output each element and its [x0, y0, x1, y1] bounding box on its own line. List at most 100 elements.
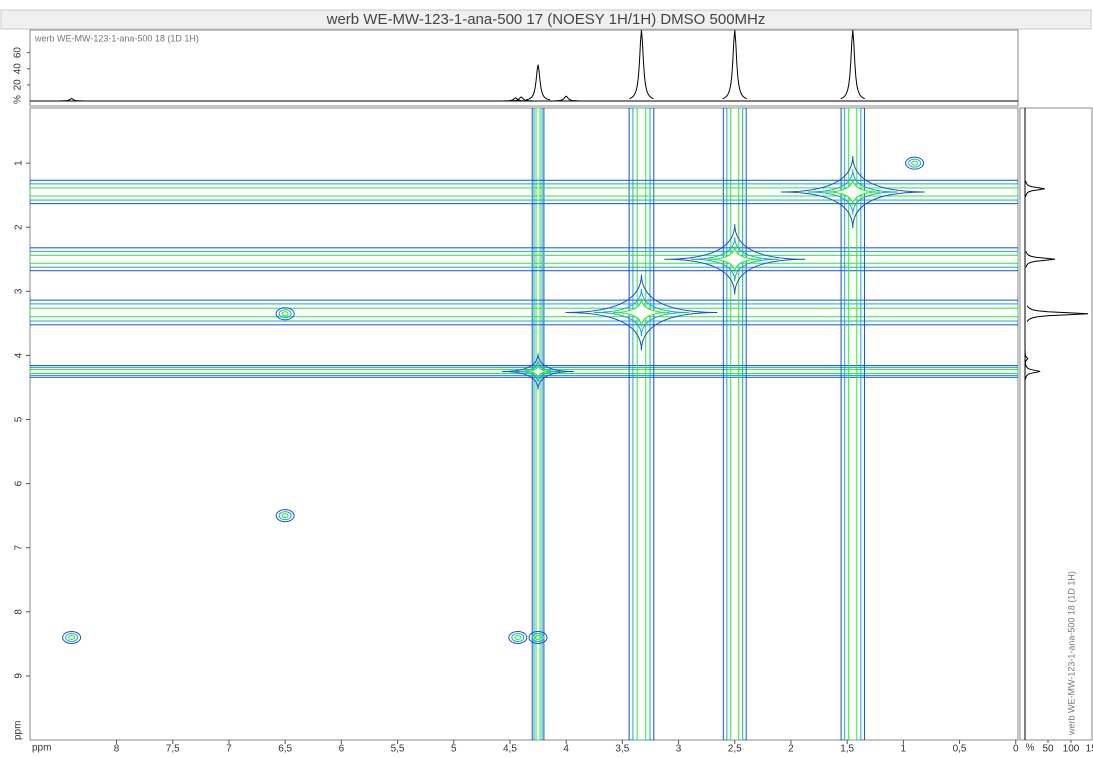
x-tick-label: 6,5	[278, 744, 292, 755]
vertical-ridge	[531, 108, 545, 740]
horizontal-ridge	[30, 365, 1018, 378]
cross-peak	[275, 307, 295, 321]
x-tick-label: 4	[563, 744, 569, 755]
cross-peak	[508, 630, 528, 644]
y-tick-label: 9	[14, 673, 25, 679]
top-peak	[554, 95, 579, 102]
top-axis-label: %	[13, 95, 24, 104]
cross-peak	[278, 511, 292, 521]
cross-peak	[908, 158, 922, 168]
cross-peak	[911, 160, 919, 166]
vertical-ridge	[632, 108, 651, 740]
vertical-ridge	[726, 108, 744, 740]
x-tick-label: 5	[451, 744, 457, 755]
y-axis-label: ppm	[13, 721, 24, 740]
x-tick-label: 2	[788, 744, 794, 755]
vertical-ridge	[840, 108, 865, 740]
y-tick-label: 5	[14, 416, 25, 422]
diagonal-peak	[502, 353, 575, 390]
diagonal-peak	[515, 360, 561, 383]
top-peak	[840, 29, 865, 100]
top-label: werb WE-MW-123-1-ana-500 18 (1D 1H)	[34, 33, 199, 43]
y-tick-label: 2	[14, 224, 25, 230]
x-tick-label: 1,5	[840, 744, 854, 755]
diagonal-peak	[593, 288, 689, 337]
cross-peak	[528, 630, 548, 644]
vertical-ridge	[533, 108, 543, 740]
x-tick-label: 3,5	[615, 744, 629, 755]
cross-peak	[511, 632, 525, 642]
diagonal-peak	[524, 364, 552, 379]
horizontal-ridge	[30, 299, 1018, 326]
vertical-ridge	[636, 108, 647, 740]
right-peak	[1026, 305, 1089, 323]
y-tick-label: 4	[14, 352, 25, 358]
cross-peak	[514, 634, 522, 640]
plot-frame	[29, 107, 1019, 741]
diagonal-peak	[825, 178, 880, 206]
top-peak	[503, 97, 528, 102]
x-axis-label: ppm	[32, 743, 51, 754]
diagonal-peak	[780, 155, 925, 228]
diagonal-peak	[807, 169, 898, 215]
x-tick-label: 1	[901, 744, 907, 755]
right-peak	[1025, 180, 1045, 197]
right-peak	[1025, 363, 1041, 380]
right-peak	[1025, 251, 1055, 268]
horizontal-ridge	[30, 307, 1018, 318]
diagonal-peak	[565, 274, 718, 351]
top-peak	[59, 98, 84, 102]
y-tick-label: 3	[14, 288, 25, 294]
cross-peak	[534, 634, 542, 640]
top-peak	[629, 29, 654, 100]
x-tick-label: 2,5	[728, 744, 742, 755]
top-y-tick-label: 60	[13, 47, 24, 59]
y-tick-label: 8	[14, 609, 25, 615]
top-peak	[509, 96, 534, 102]
x-tick-label: 3	[676, 744, 682, 755]
right-label: werb WE-MW-123-1-ana-500 18 (1D 1H)	[1066, 571, 1076, 736]
title-bar	[0, 9, 1092, 30]
cross-peak	[65, 632, 79, 642]
chart-title: werb WE-MW-123-1-ana-500 17 (NOESY 1H/1H…	[326, 11, 766, 28]
vertical-ridge	[628, 108, 655, 740]
x-tick-label: 6	[339, 744, 345, 755]
diagonal-peak	[612, 298, 670, 327]
right-x-tick-label: 100	[1063, 744, 1080, 755]
right-x-tick-label: 150	[1086, 744, 1093, 755]
horizontal-ridge	[30, 187, 1018, 197]
cross-peak	[275, 509, 295, 523]
cross-peak	[68, 634, 76, 640]
cross-peak	[531, 632, 545, 642]
x-tick-label: 8	[114, 744, 120, 755]
horizontal-ridge	[30, 179, 1018, 205]
vertical-ridge	[848, 108, 858, 740]
cross-peak	[281, 311, 289, 317]
horizontal-ridge	[30, 247, 1018, 272]
diagonal-peak	[708, 246, 762, 273]
cross-peak	[278, 309, 292, 319]
vertical-ridge	[844, 108, 862, 740]
x-tick-label: 4,5	[503, 744, 517, 755]
x-tick-label: 5,5	[391, 744, 405, 755]
right-x-tick-label: 50	[1042, 744, 1054, 755]
top-panel	[29, 29, 1019, 107]
y-tick-label: 6	[14, 480, 25, 486]
x-tick-label: 0,5	[953, 744, 967, 755]
vertical-ridge	[730, 108, 740, 740]
vertical-ridge	[535, 108, 541, 740]
cross-peak	[281, 513, 289, 519]
y-tick-label: 7	[14, 544, 25, 550]
horizontal-ridge	[30, 250, 1018, 268]
horizontal-ridge	[30, 303, 1018, 322]
right-panel	[1019, 107, 1093, 741]
top-y-tick-label: 40	[13, 63, 24, 75]
x-tick-label: 7	[226, 744, 232, 755]
x-tick-label: 7,5	[166, 744, 180, 755]
top-y-tick-label: 20	[13, 79, 24, 91]
top-peak	[525, 64, 551, 101]
cross-peak	[905, 156, 925, 170]
vertical-ridge	[722, 108, 747, 740]
horizontal-ridge	[30, 183, 1018, 201]
